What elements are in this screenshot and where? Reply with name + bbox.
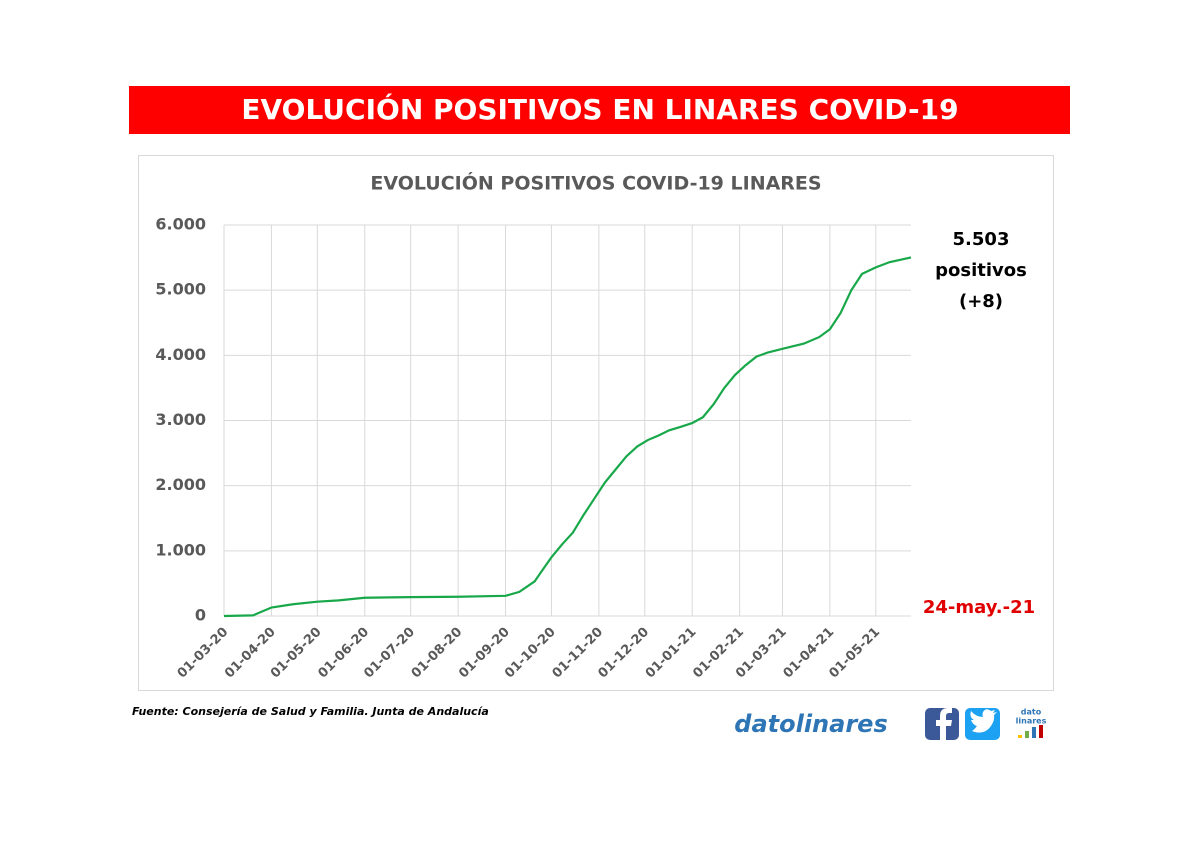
y-tick-label: 3.000: [155, 410, 206, 429]
logo-bar: [1039, 725, 1043, 738]
y-tick-label: 4.000: [155, 345, 206, 364]
source: Fuente: Consejería de Salud y Familia. J…: [132, 705, 489, 718]
banner-title: EVOLUCIÓN POSITIVOS EN LINARES COVID-19: [241, 92, 958, 126]
logo-bar: [1025, 731, 1029, 738]
logo-text: linares: [1016, 717, 1047, 726]
logo-bar: [1032, 727, 1036, 738]
chart-frame: [138, 155, 1054, 691]
series-line: [223, 256, 912, 618]
y-tick-label: 6.000: [155, 215, 206, 234]
annotation: positivos: [935, 260, 1027, 281]
brand: datolinares: [734, 710, 887, 738]
annotation: 24-may.-21: [923, 597, 1035, 618]
annotation: 5.503: [953, 229, 1010, 250]
y-tick-label: 0: [195, 606, 206, 625]
facebook-glyph: [936, 708, 952, 740]
logo-text: dato: [1021, 708, 1042, 717]
logo-bar: [1018, 735, 1022, 738]
y-tick-label: 1.000: [155, 540, 206, 559]
twitter-glyph: [970, 709, 997, 733]
y-tick-label: 2.000: [155, 475, 206, 494]
y-tick-label: 5.000: [155, 280, 206, 299]
banner: [129, 86, 1070, 134]
annotation: (+8): [959, 291, 1003, 312]
chart-title: EVOLUCIÓN POSITIVOS COVID-19 LINARES: [370, 171, 821, 195]
